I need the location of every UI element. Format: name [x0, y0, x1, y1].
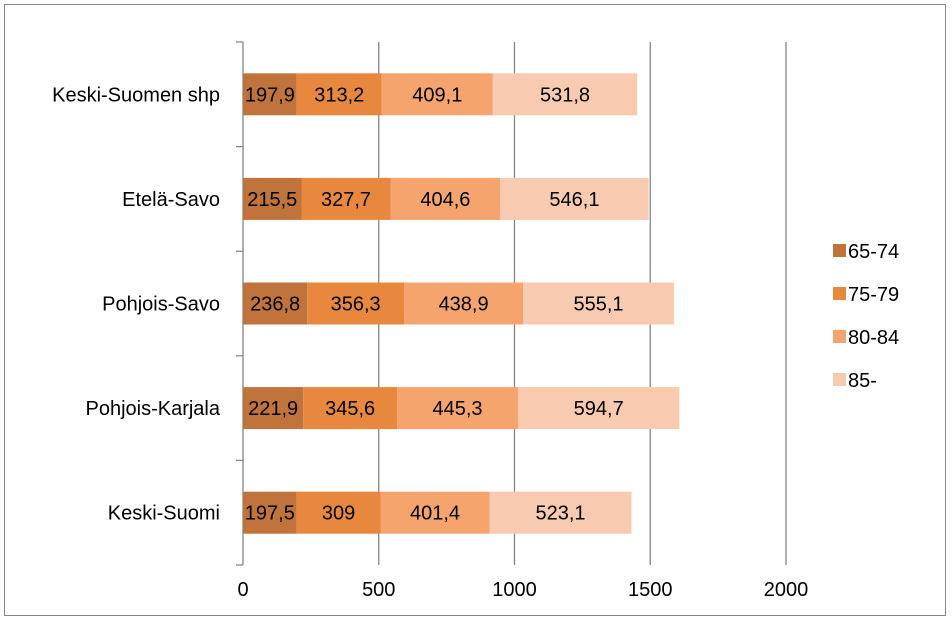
data-label: 531,8: [540, 84, 590, 106]
data-label: 594,7: [574, 398, 624, 420]
x-tick-label: 1000: [492, 579, 537, 601]
data-label: 404,6: [420, 189, 470, 211]
data-label: 327,7: [321, 189, 371, 211]
data-label: 445,3: [432, 398, 482, 420]
category-label: Pohjois-Karjala: [85, 398, 220, 420]
legend-swatch: [833, 373, 846, 386]
data-label: 523,1: [535, 503, 585, 525]
x-axis-ticks: 0 500 1000 1500 2000: [237, 579, 808, 601]
legend-swatch: [833, 330, 846, 343]
bar-segment: [404, 282, 524, 325]
bar-segment: [243, 387, 304, 430]
legend-swatch: [833, 244, 846, 257]
x-tick-label: 1500: [628, 579, 673, 601]
bar-segment: [243, 177, 302, 220]
bar-segment: [390, 177, 501, 220]
data-label: 313,2: [314, 84, 364, 106]
legend-label: 85-: [848, 370, 877, 392]
data-label: 438,9: [439, 294, 489, 316]
category-label: Pohjois-Savo: [102, 294, 220, 316]
data-label: 401,4: [410, 503, 460, 525]
data-label: 197,5: [245, 503, 295, 525]
bar-segment: [397, 387, 518, 430]
bar-segment: [517, 387, 680, 430]
legend-swatch: [833, 287, 846, 300]
category-label: Etelä-Savo: [122, 189, 220, 211]
bar-segment: [296, 491, 381, 534]
legend: 65-74 75-79 80-84 85-: [833, 241, 899, 392]
bars: [243, 73, 680, 534]
data-label: 555,1: [574, 294, 624, 316]
bar-segment: [296, 73, 382, 116]
bar-segment: [243, 73, 297, 116]
data-label: 197,9: [245, 84, 295, 106]
bar-segment: [380, 491, 490, 534]
data-labels: 197,9 313,2 409,1 531,8 215,5 327,7 404,6 546,1…: [245, 84, 624, 524]
bar-segment: [523, 282, 674, 325]
bar-segment: [303, 387, 398, 430]
data-label: 356,3: [331, 294, 381, 316]
data-label: 215,5: [247, 189, 297, 211]
x-tick-label: 500: [362, 579, 395, 601]
bar-segment: [489, 491, 632, 534]
bar-segment: [243, 282, 308, 325]
bar-segment: [500, 177, 649, 220]
x-tick-label: 2000: [764, 579, 809, 601]
data-label: 345,6: [325, 398, 375, 420]
data-label: 309: [322, 503, 355, 525]
data-label: 409,1: [412, 84, 462, 106]
data-label: 236,8: [250, 294, 300, 316]
x-tick-label: 0: [237, 579, 248, 601]
bar-segment: [492, 73, 638, 116]
legend-label: 80-84: [848, 327, 899, 349]
bar-segment: [243, 491, 297, 534]
data-label: 221,9: [248, 398, 298, 420]
legend-label: 75-79: [848, 284, 899, 306]
category-label: Keski-Suomen shp: [52, 84, 220, 106]
category-label: Keski-Suomi: [108, 503, 220, 525]
bar-segment: [381, 73, 493, 116]
category-axis: Keski-Suomen shp Etelä-Savo Pohjois-Savo Po…: [52, 41, 244, 566]
data-label: 546,1: [549, 189, 599, 211]
bar-segment: [307, 282, 405, 325]
legend-label: 65-74: [848, 241, 899, 263]
bar-segment: [301, 177, 391, 220]
